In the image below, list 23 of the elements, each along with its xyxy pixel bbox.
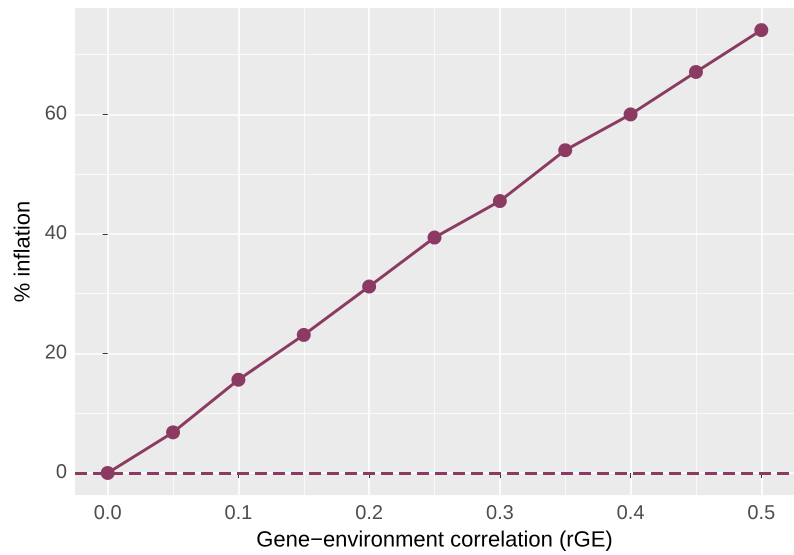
point — [624, 107, 638, 122]
y-axis-title: % inflation — [10, 200, 34, 302]
x-tick-label: 0.0 — [94, 502, 122, 524]
point — [754, 23, 768, 38]
x-tick-label: 0.4 — [616, 502, 644, 524]
y-tick-label: 20 — [44, 341, 67, 364]
x-tick-label: 0.1 — [224, 502, 252, 524]
point — [492, 194, 507, 208]
point — [558, 143, 572, 158]
y-tick-label: 0 — [56, 460, 67, 483]
x-tick-label: 0.2 — [355, 502, 384, 524]
point — [231, 372, 246, 387]
x-tick-label: 0.3 — [486, 502, 514, 524]
y-tick-label: 60 — [44, 102, 67, 124]
y-tick-label: 40 — [44, 222, 67, 244]
point — [428, 230, 442, 244]
point — [166, 425, 180, 440]
point — [362, 280, 376, 294]
point — [100, 466, 115, 480]
point — [688, 64, 703, 79]
point — [296, 328, 311, 342]
x-tick-label: 0.5 — [747, 502, 776, 524]
x-axis-title: Gene−environment correlation (rGE) — [256, 526, 613, 552]
